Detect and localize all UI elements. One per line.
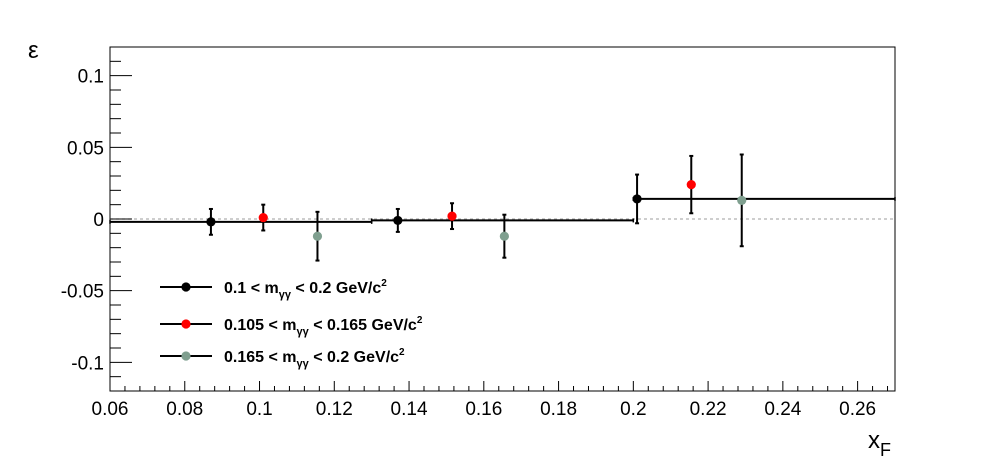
x-axis: 0.06 0.08 0.1 0.12 0.14 0.16 0.18 0.2 0.22 0.24 0.… [92,381,889,420]
y-tick-label: 0.1 [78,67,104,88]
x-tick-label: 0.08 [166,399,203,420]
data-point [447,211,457,221]
legend-marker [181,319,191,329]
legend-entry-1: 0.1 < mγγ < 0.2 GeV/c2 [160,278,387,301]
legend: 0.1 < mγγ < 0.2 GeV/c2 0.105 < mγγ < 0.16… [160,278,423,370]
data-point [737,195,747,205]
x-tick-label: 0.2 [620,399,646,420]
legend-entry-2: 0.105 < mγγ < 0.165 GeV/c2 [160,315,423,338]
legend-label: 0.105 < mγγ < 0.165 GeV/c2 [224,315,423,338]
data-point [258,212,268,223]
x-tick-label: 0.12 [316,399,353,420]
y-tick-label: -0.1 [71,353,104,374]
data-point [686,180,696,190]
x-axis-label-sub: F [880,440,891,460]
series-3 [312,153,747,262]
y-axis: -0.1 -0.05 0 0.05 0.1 [61,60,132,378]
legend-label: 0.1 < mγγ < 0.2 GeV/c2 [224,278,387,301]
data-series [109,153,896,262]
x-tick-label: 0.22 [690,399,727,420]
legend-marker [181,282,191,292]
x-tick-label: 0.14 [391,399,428,420]
legend-marker [181,351,191,361]
x-tick-label: 0.18 [540,399,577,420]
x-tick-label: 0.16 [465,399,502,420]
x-tick-label: 0.06 [92,399,129,420]
x-axis-label-main: x [868,427,880,454]
x-axis-label: xF [868,427,891,460]
data-point [499,231,509,241]
series-1 [109,173,896,236]
data-point [632,194,642,204]
y-tick-label: 0.05 [67,138,104,159]
data-point [393,215,403,226]
legend-entry-3: 0.165 < mγγ < 0.2 GeV/c2 [160,347,405,370]
y-tick-label: -0.05 [61,282,104,303]
y-axis-label: ε [28,37,39,64]
data-point [312,231,323,241]
legend-label: 0.165 < mγγ < 0.2 GeV/c2 [224,347,405,370]
series-2 [258,154,696,232]
x-tick-label: 0.24 [764,399,801,420]
x-tick-label: 0.26 [839,399,876,420]
y-tick-label: 0 [93,210,104,231]
x-tick-label: 0.1 [246,399,272,420]
data-point [206,217,216,227]
